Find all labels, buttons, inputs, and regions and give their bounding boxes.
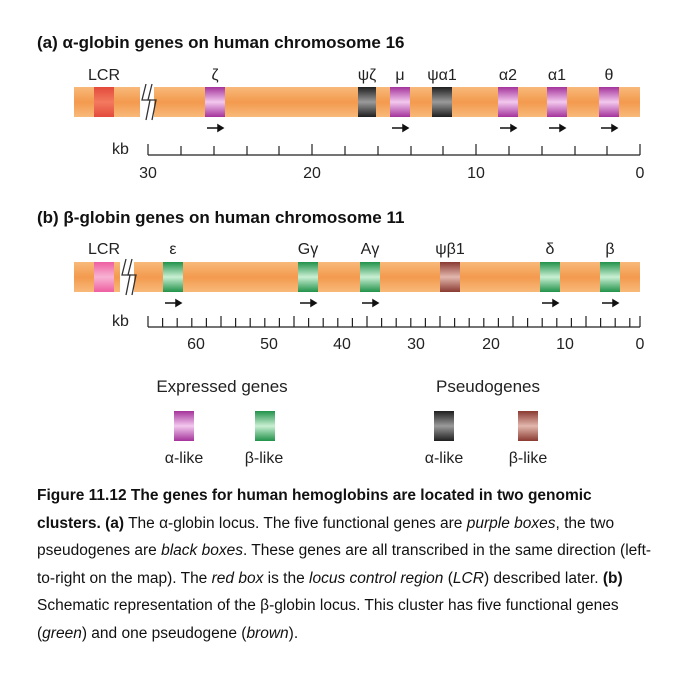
caption-a-text-4: is the bbox=[267, 569, 305, 587]
tick-label-b-40: 40 bbox=[333, 336, 351, 353]
gene-box-beta bbox=[600, 262, 620, 292]
kb-scale-b bbox=[147, 316, 641, 328]
gene-label-g-gamma: Gγ bbox=[298, 241, 318, 258]
caption-a-text-3: . These genes are all transcribed in the… bbox=[37, 542, 652, 587]
caption-b-brown: brown bbox=[246, 624, 289, 642]
transcription-arrows-b bbox=[165, 298, 620, 308]
gene-label-theta: θ bbox=[605, 67, 614, 84]
caption-title: The genes for human hemoglobins are loca… bbox=[37, 487, 592, 532]
panel-b-heading: (b) β-globin genes on human chromosome 1… bbox=[37, 208, 405, 227]
break-symbol-a bbox=[140, 83, 157, 121]
caption-a-red: red box bbox=[211, 569, 264, 587]
gene-box-zeta bbox=[205, 87, 225, 117]
caption-a-text-5: ( bbox=[447, 569, 453, 587]
legend-swatch-beta-pseudo bbox=[518, 411, 538, 441]
caption-figure-label: Figure 11.12 bbox=[37, 487, 127, 504]
gene-map-figure: LCR ζ ψζ μ ψα1 α2 α1 θ bbox=[74, 67, 645, 467]
legend-pseudo-title: Pseudogenes bbox=[436, 377, 540, 396]
tick-label-b-50: 50 bbox=[260, 336, 278, 353]
tick-label-a-0: 0 bbox=[636, 165, 645, 182]
caption-a-purple: purple boxes bbox=[466, 514, 556, 532]
gene-label-epsilon: ε bbox=[169, 241, 176, 258]
gene-label-psi-alpha1: ψα1 bbox=[427, 67, 457, 84]
caption-a-text-1: The α-globin locus. The five functional … bbox=[128, 514, 463, 532]
gene-box-theta bbox=[599, 87, 619, 117]
gene-label-mu: μ bbox=[395, 67, 404, 84]
tick-label-b-10: 10 bbox=[556, 336, 574, 353]
break-symbol-b bbox=[120, 258, 137, 296]
caption-b-label: (b) bbox=[602, 569, 623, 587]
gene-label-delta: δ bbox=[546, 241, 555, 258]
caption-a-label: (a) bbox=[105, 514, 125, 532]
caption-a-black: black boxes bbox=[161, 542, 243, 559]
legend-label-beta-pseudo: β-like bbox=[509, 450, 548, 467]
caption-b-text-1: Schematic representation of the β-globin… bbox=[37, 597, 619, 642]
caption-a-lcr: locus control region bbox=[309, 569, 444, 587]
legend-label-alpha-expressed: α-like bbox=[165, 450, 204, 467]
gene-label-alpha1: α1 bbox=[548, 67, 566, 84]
figure-caption: Figure 11.12 The genes for human hemoglo… bbox=[37, 482, 657, 647]
kb-unit-label-a: kb bbox=[112, 141, 129, 158]
lcr-label-b: LCR bbox=[88, 241, 120, 258]
legend-label-alpha-pseudo: α-like bbox=[425, 450, 464, 467]
caption-b-text-2: ) and one pseudogene ( bbox=[81, 624, 247, 642]
gene-box-alpha1 bbox=[547, 87, 567, 117]
tick-label-a-30: 30 bbox=[139, 165, 157, 182]
gene-label-alpha2: α2 bbox=[499, 67, 517, 84]
legend-swatch-beta-expressed bbox=[255, 411, 275, 441]
gene-label-psi-beta1: ψβ1 bbox=[435, 241, 465, 258]
caption-a-lcr-abbr: LCR bbox=[452, 569, 484, 587]
gene-box-epsilon bbox=[163, 262, 183, 292]
legend-swatch-alpha-pseudo bbox=[434, 411, 454, 441]
tick-label-a-20: 20 bbox=[303, 165, 321, 182]
transcription-arrows-a bbox=[207, 123, 619, 133]
lcr-label-a: LCR bbox=[88, 67, 120, 84]
gene-box-psi-zeta bbox=[358, 87, 376, 117]
legend: Expressed genes Pseudogenes α-like β-lik… bbox=[156, 377, 547, 467]
gene-box-a-gamma bbox=[360, 262, 380, 292]
caption-b-text-3: ). bbox=[288, 624, 299, 642]
kb-scale-a bbox=[147, 144, 641, 156]
gene-label-zeta: ζ bbox=[211, 67, 218, 84]
gene-box-psi-beta1 bbox=[440, 262, 460, 292]
panel-b-map: LCR ε Gγ Aγ ψβ1 δ β bbox=[74, 241, 645, 353]
gene-box-alpha2 bbox=[498, 87, 518, 117]
gene-box-delta bbox=[540, 262, 560, 292]
panel-a-heading: (a) α-globin genes on human chromosome 1… bbox=[37, 33, 405, 52]
gene-label-a-gamma: Aγ bbox=[361, 241, 380, 258]
legend-label-beta-expressed: β-like bbox=[245, 450, 284, 467]
lcr-box-a bbox=[94, 87, 114, 117]
panel-a-map: LCR ζ ψζ μ ψα1 α2 α1 θ bbox=[74, 67, 645, 182]
gene-label-beta: β bbox=[605, 241, 614, 258]
chromosome-16-bar bbox=[74, 87, 640, 117]
caption-a-text-2: , the two pseudogenes are bbox=[37, 514, 615, 560]
gene-box-g-gamma bbox=[298, 262, 318, 292]
gene-box-mu bbox=[390, 87, 410, 117]
lcr-box-b bbox=[94, 262, 114, 292]
gene-label-psi-zeta: ψζ bbox=[358, 67, 376, 84]
tick-label-a-10: 10 bbox=[467, 165, 485, 182]
gene-box-psi-alpha1 bbox=[432, 87, 452, 117]
tick-label-b-0: 0 bbox=[636, 336, 645, 353]
tick-label-b-20: 20 bbox=[482, 336, 500, 353]
caption-a-text-6: ) described later. bbox=[483, 569, 599, 587]
legend-expressed-title: Expressed genes bbox=[156, 377, 287, 396]
caption-b-green: green bbox=[42, 624, 82, 642]
tick-label-b-30: 30 bbox=[407, 336, 425, 353]
tick-label-b-60: 60 bbox=[187, 336, 205, 353]
legend-swatch-alpha-expressed bbox=[174, 411, 194, 441]
kb-unit-label-b: kb bbox=[112, 313, 129, 330]
